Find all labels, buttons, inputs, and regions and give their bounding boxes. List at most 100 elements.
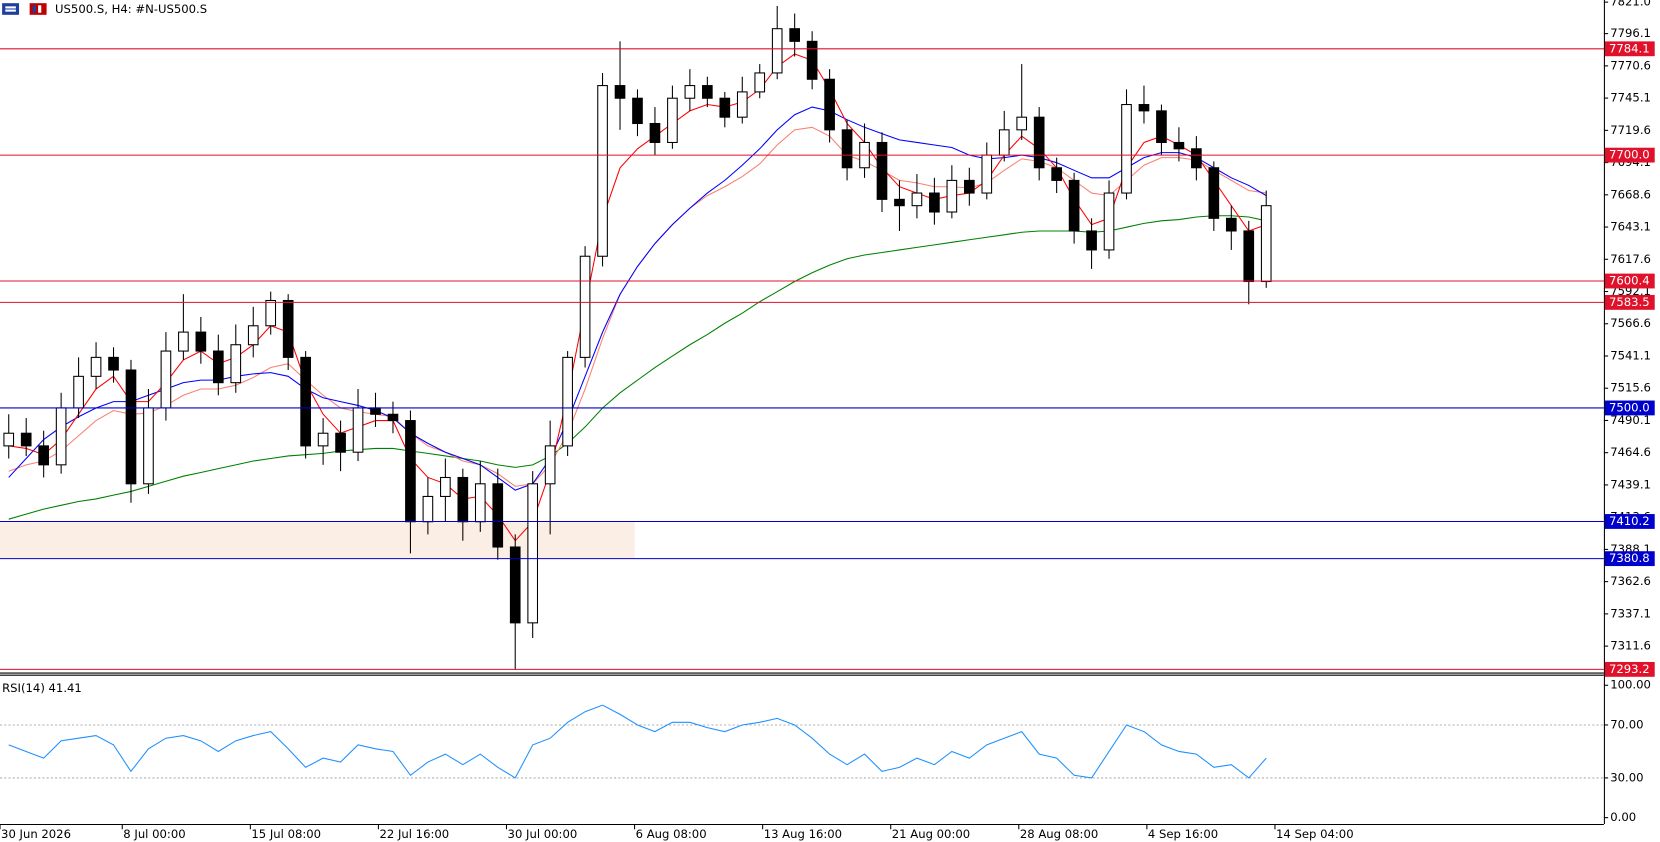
candle-body xyxy=(178,331,189,352)
candle-body xyxy=(38,445,49,466)
candle xyxy=(317,418,329,465)
level-label: 7583.5 xyxy=(1609,295,1650,309)
candle xyxy=(597,72,608,267)
candle-body xyxy=(998,129,1010,156)
candle xyxy=(1173,127,1185,162)
candle-body xyxy=(963,179,975,194)
x-tick-label: 4 Sep 16:00 xyxy=(1148,827,1218,841)
y-tick-label: 7362.6 xyxy=(1610,574,1651,588)
candle-body xyxy=(265,299,277,327)
candle-body xyxy=(282,299,294,358)
candle xyxy=(579,246,591,368)
candle-body xyxy=(929,192,940,213)
candle xyxy=(108,347,119,383)
symbol-icons xyxy=(2,3,47,15)
candle xyxy=(841,119,853,181)
candle xyxy=(1191,136,1202,181)
level-label-bg xyxy=(1604,661,1655,677)
candle xyxy=(1103,180,1115,259)
rsi-tick-label: 30.00 xyxy=(1610,770,1643,784)
candle-body xyxy=(806,40,818,80)
candle-body xyxy=(212,350,224,384)
candle-body xyxy=(1121,104,1132,194)
candle-body xyxy=(509,546,521,624)
level-label-bg xyxy=(1604,551,1655,567)
y-tick-label: 7719.6 xyxy=(1610,123,1651,137)
candle xyxy=(1016,64,1028,140)
candle xyxy=(1156,104,1167,156)
candle xyxy=(789,13,801,57)
candle xyxy=(667,85,678,149)
y-tick-label: 7541.1 xyxy=(1610,348,1651,362)
candle-body xyxy=(1051,167,1062,181)
candle-body xyxy=(911,192,923,207)
candle xyxy=(38,430,49,478)
y-tick-label: 7745.1 xyxy=(1610,91,1651,105)
y-tick-label: 7311.6 xyxy=(1610,639,1651,653)
y-tick-label: 7566.6 xyxy=(1610,316,1651,330)
level-label-bg xyxy=(1604,41,1655,57)
candle xyxy=(824,69,835,143)
candle-body xyxy=(352,407,364,453)
y-tick-label: 7490.1 xyxy=(1610,413,1651,427)
candle xyxy=(509,534,521,670)
candle-body xyxy=(300,356,311,447)
candle-body xyxy=(125,369,137,485)
candle-body xyxy=(73,375,84,409)
x-tick-label: 13 Aug 16:00 xyxy=(764,827,842,841)
candle xyxy=(806,31,818,90)
candle-body xyxy=(527,483,539,624)
rsi-label: RSI(14) 41.41 xyxy=(2,681,82,695)
candle-body xyxy=(771,28,783,74)
level-label-bg xyxy=(1604,273,1655,289)
candle-body xyxy=(370,407,381,415)
level-label: 7410.2 xyxy=(1609,514,1650,528)
candle xyxy=(3,414,15,459)
candle xyxy=(230,324,242,393)
y-tick-label: 7515.6 xyxy=(1610,381,1651,395)
candle xyxy=(440,458,451,522)
level-label-bg xyxy=(1604,294,1655,310)
level-label: 7700.0 xyxy=(1609,148,1650,162)
candle-body xyxy=(387,413,399,422)
x-tick-label: 21 Aug 00:00 xyxy=(892,827,970,841)
candle xyxy=(1051,157,1062,194)
candle xyxy=(212,334,224,396)
moving-average xyxy=(8,215,1267,520)
candle-body xyxy=(736,91,748,118)
candle-body xyxy=(1156,110,1167,144)
candle xyxy=(282,294,294,371)
candle-body xyxy=(457,476,469,523)
candle xyxy=(544,420,556,535)
candle-body xyxy=(614,85,626,99)
y-tick-label: 7617.6 xyxy=(1610,252,1651,266)
candle xyxy=(1225,205,1237,250)
candle-body xyxy=(562,356,573,447)
candle-body xyxy=(1191,148,1202,169)
level-label-bg xyxy=(1604,400,1655,416)
rsi-line xyxy=(8,704,1267,779)
candle-body xyxy=(1225,217,1237,232)
candle xyxy=(1068,172,1080,244)
x-tick-label: 30 Jun 2026 xyxy=(1,827,71,841)
y-tick-label: 7643.1 xyxy=(1610,220,1651,234)
candle xyxy=(1208,161,1220,231)
candle-body xyxy=(1086,230,1097,251)
candle-body xyxy=(597,85,608,257)
candle-body xyxy=(143,407,154,485)
candle xyxy=(894,180,905,231)
level-label-bg xyxy=(1604,147,1655,163)
candle-body xyxy=(1243,230,1255,283)
candle xyxy=(125,359,137,503)
level-label-bg xyxy=(1604,514,1655,529)
y-tick-label: 7464.6 xyxy=(1610,445,1651,459)
candle xyxy=(719,91,731,128)
candle xyxy=(562,351,573,456)
candle xyxy=(929,177,940,225)
y-tick-label: 7796.1 xyxy=(1610,26,1651,40)
candle-body xyxy=(405,420,416,523)
candle xyxy=(632,89,643,137)
candle-body xyxy=(894,198,905,207)
candle-body xyxy=(754,72,766,93)
